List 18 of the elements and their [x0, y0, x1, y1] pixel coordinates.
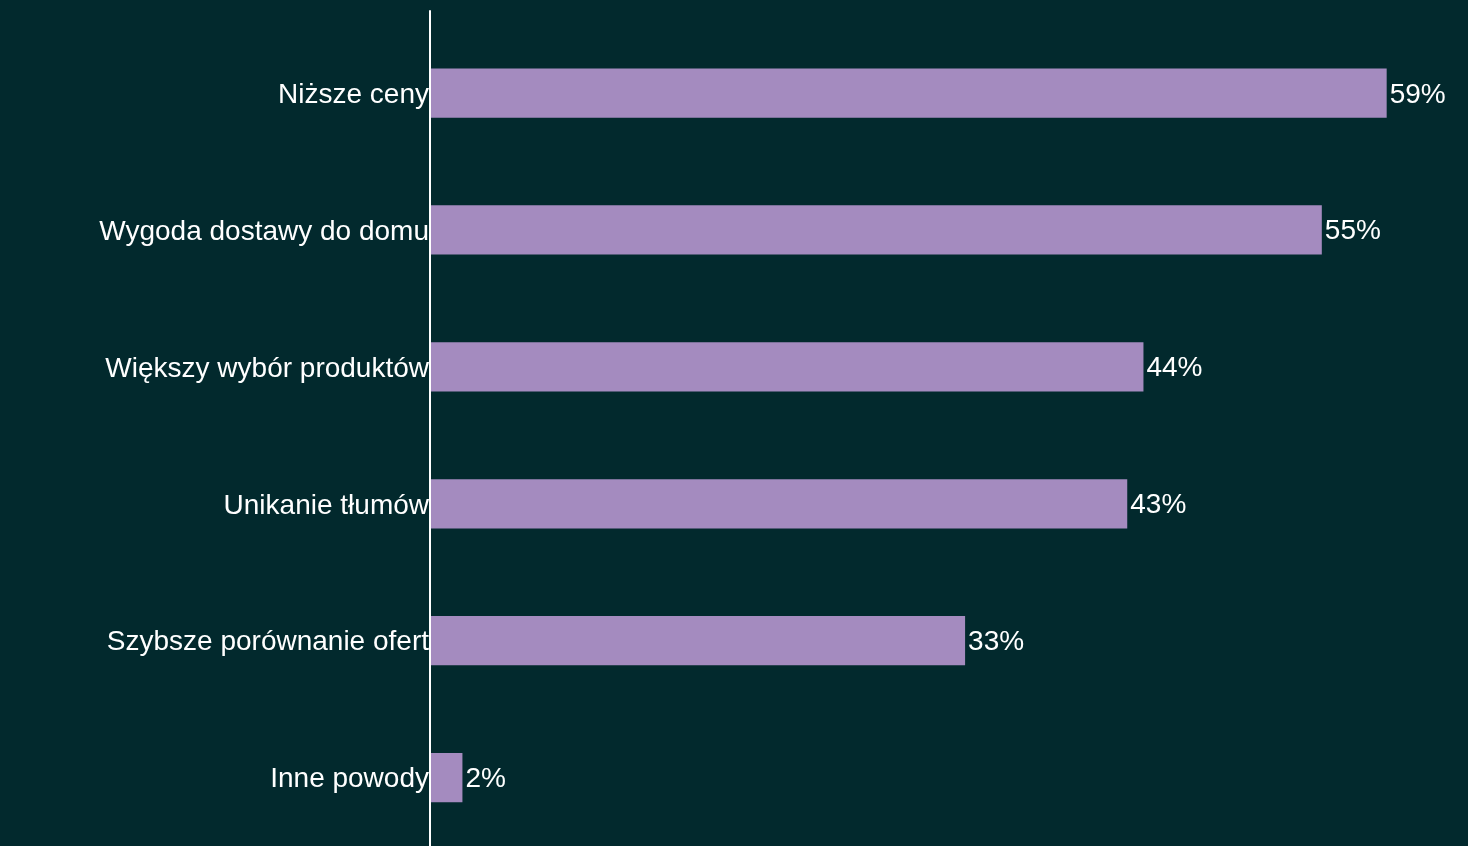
y-tick-label: Większy wybór produktów — [105, 351, 430, 383]
bar — [430, 205, 1322, 255]
y-tick-label: Inne powody — [270, 762, 429, 794]
bar — [430, 752, 463, 803]
data-label: 33% — [968, 625, 1025, 657]
data-label: 55% — [1324, 214, 1381, 246]
bar — [430, 342, 1144, 392]
bar — [430, 479, 1128, 529]
data-label: 2% — [465, 762, 506, 794]
y-tick-label: Szybsze porównanie ofert — [106, 625, 430, 657]
bar — [430, 616, 966, 666]
data-label: 59% — [1389, 77, 1446, 109]
y-tick-label: Wygoda dostawy do domu — [99, 214, 429, 246]
y-tick-label: Niższe ceny — [278, 77, 429, 109]
y-tick-label: Unikanie tłumów — [223, 488, 430, 520]
data-label: 43% — [1130, 488, 1187, 520]
data-label: 44% — [1146, 351, 1203, 383]
bar — [430, 68, 1387, 118]
